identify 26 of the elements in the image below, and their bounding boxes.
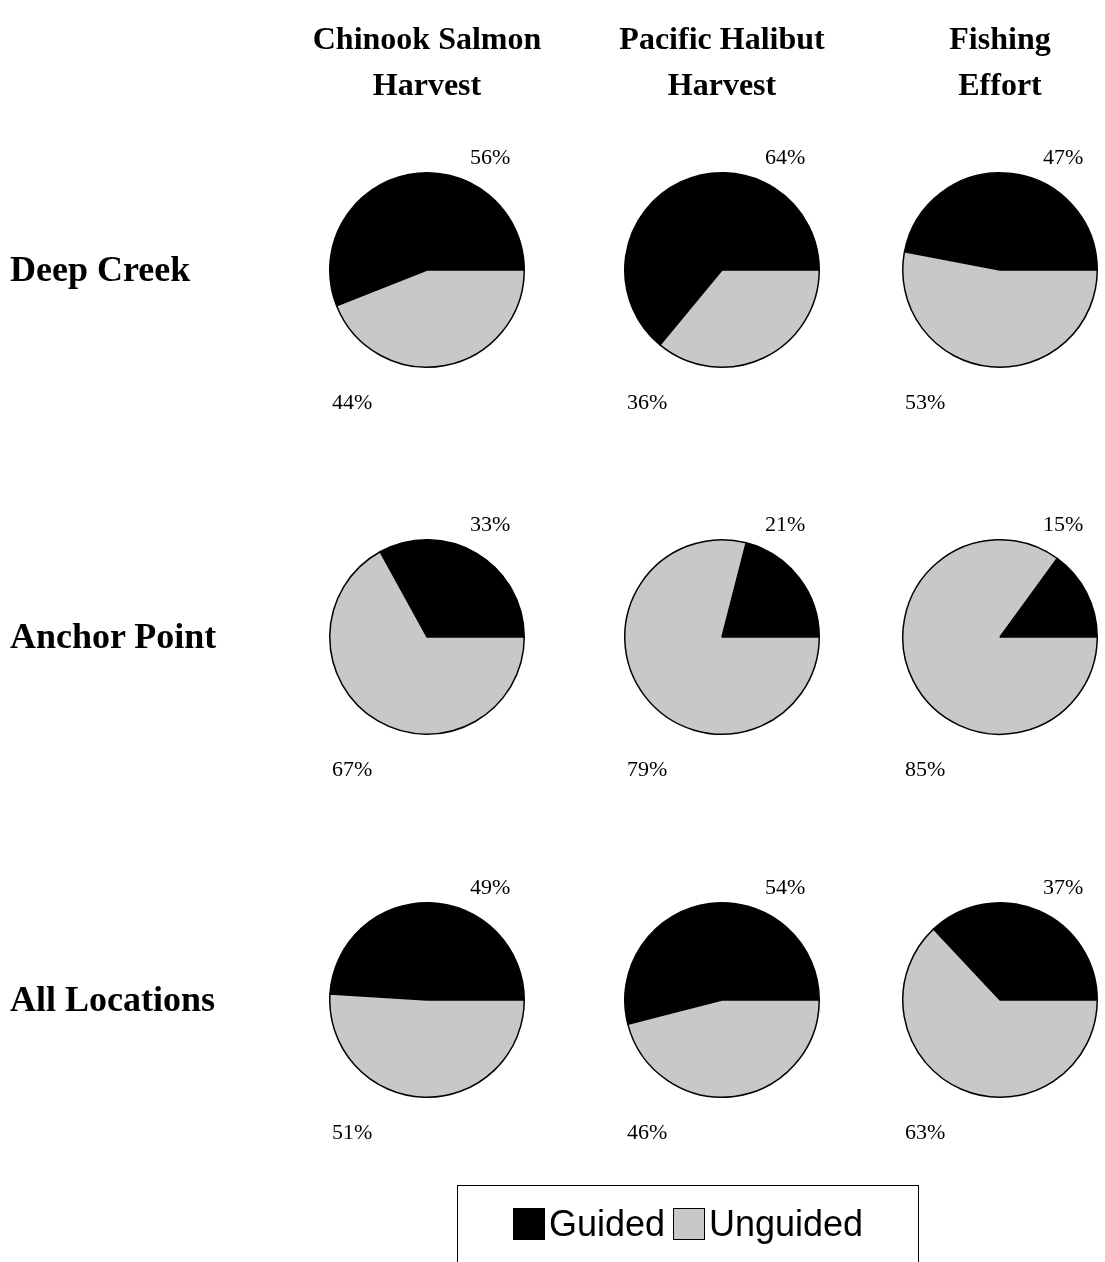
data-label: 85% xyxy=(905,755,946,781)
data-label: 47% xyxy=(1043,143,1084,169)
legend-label: Guided xyxy=(548,1203,665,1245)
data-label: 64% xyxy=(765,143,806,169)
data-label: 36% xyxy=(627,388,668,414)
chart-title: Pacific Halibut Harvest xyxy=(618,19,826,104)
data-label: 15% xyxy=(1043,510,1084,536)
data-label: 56% xyxy=(470,143,511,169)
data-label: 67% xyxy=(332,755,373,781)
data-label: 37% xyxy=(1043,873,1084,899)
data-label: 54% xyxy=(765,873,806,899)
data-label: 63% xyxy=(905,1118,946,1144)
text: Deep Creek xyxy=(10,248,191,290)
chart-title: Chinook Salmon Harvest xyxy=(311,19,543,104)
text: All Locations xyxy=(10,978,216,1020)
data-label: 21% xyxy=(765,510,806,536)
data-label: 53% xyxy=(905,388,946,414)
data-label: 79% xyxy=(627,755,668,781)
data-label: 49% xyxy=(470,873,511,899)
legend-label: Unguided xyxy=(708,1203,864,1245)
data-label: 46% xyxy=(627,1118,668,1144)
chart-title: Fishing Effort xyxy=(948,19,1052,104)
data-label: 51% xyxy=(332,1118,373,1144)
text: Anchor Point xyxy=(10,615,217,657)
data-label: 44% xyxy=(332,388,373,414)
data-label: 33% xyxy=(470,510,511,536)
